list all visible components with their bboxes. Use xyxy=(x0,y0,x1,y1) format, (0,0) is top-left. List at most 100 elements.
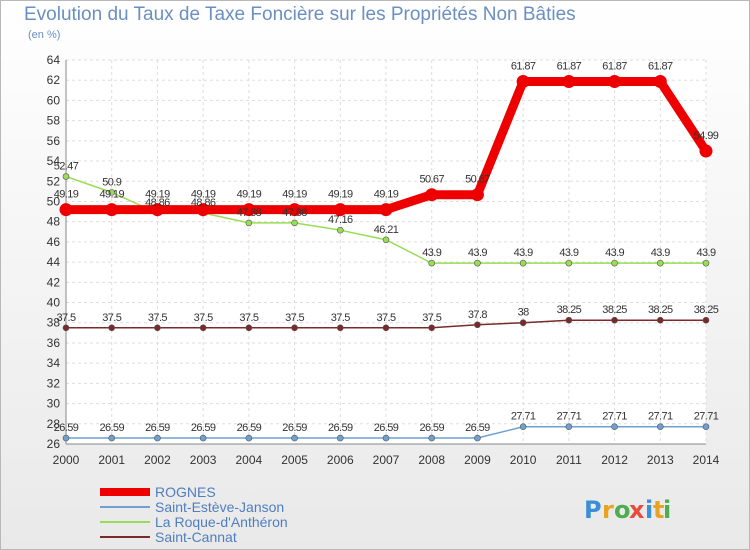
data-point xyxy=(150,203,164,217)
y-tick-label: 56 xyxy=(47,134,61,148)
series-rognes xyxy=(59,75,713,217)
data-label: 26.59 xyxy=(465,422,490,434)
x-tick-label: 2014 xyxy=(693,453,720,467)
axis-layer: 26 28 30 32 34 36 38 40 42 44 46 48 50 52 54 56 58 60 62 64… xyxy=(47,53,720,467)
data-label: 54.99 xyxy=(694,130,719,142)
data-point xyxy=(428,324,436,332)
y-tick-label: 50 xyxy=(47,194,61,208)
data-label: 61.87 xyxy=(511,61,536,73)
y-tick-label: 42 xyxy=(47,275,61,289)
data-label: 43.9 xyxy=(651,247,670,259)
data-point xyxy=(382,236,390,244)
y-tick-label: 62 xyxy=(47,73,61,87)
x-tick-label: 2011 xyxy=(556,453,582,467)
x-tick-label: 2000 xyxy=(53,453,80,467)
data-label: 47.88 xyxy=(237,207,262,219)
data-label: 37.5 xyxy=(194,312,213,324)
data-point xyxy=(425,188,439,202)
x-tick-label: 2004 xyxy=(236,453,263,467)
grid-layer xyxy=(65,59,707,445)
data-point xyxy=(428,259,436,267)
data-point xyxy=(196,203,210,217)
x-tick-label: 2013 xyxy=(647,453,674,467)
data-label: 61.87 xyxy=(557,61,582,73)
data-point xyxy=(62,434,70,442)
legend-label: ROGNES xyxy=(155,484,216,500)
data-label: 26.59 xyxy=(419,422,444,434)
series-layer xyxy=(59,75,713,442)
data-label: 37.5 xyxy=(148,312,167,324)
data-label: 43.9 xyxy=(605,247,624,259)
data-point xyxy=(108,324,116,332)
data-label: 37.8 xyxy=(468,309,487,321)
data-point xyxy=(333,203,347,217)
data-label: 37.5 xyxy=(56,312,75,324)
series-saint-est-ve-janson xyxy=(62,423,710,442)
data-point xyxy=(154,324,161,332)
data-point xyxy=(702,316,710,324)
data-point xyxy=(199,434,207,442)
data-label: 43.9 xyxy=(696,247,715,259)
data-label: 47.88 xyxy=(282,207,307,219)
data-point xyxy=(702,259,710,267)
y-tick-label: 32 xyxy=(47,376,61,390)
data-label: 37.5 xyxy=(102,312,121,324)
data-point xyxy=(470,188,484,202)
data-point xyxy=(199,324,207,332)
data-label: 49.19 xyxy=(99,189,124,201)
data-label: 48.86 xyxy=(145,197,170,209)
data-point xyxy=(428,434,436,442)
y-tick-label: 36 xyxy=(47,336,61,350)
y-tick-label: 30 xyxy=(47,397,61,411)
data-point xyxy=(105,203,119,217)
data-label: 26.59 xyxy=(99,422,124,434)
x-tick-label: 2008 xyxy=(418,453,445,467)
legend-label: Saint-Cannat xyxy=(155,529,237,545)
data-label: 49.19 xyxy=(191,189,216,201)
data-label: 47.16 xyxy=(328,214,353,226)
data-point xyxy=(656,423,664,431)
data-point xyxy=(519,423,527,431)
data-label: 37.5 xyxy=(376,312,395,324)
data-point xyxy=(653,75,667,89)
data-point xyxy=(336,226,344,234)
data-label: 26.59 xyxy=(237,422,262,434)
data-point xyxy=(242,203,256,217)
data-label: 49.19 xyxy=(282,189,307,201)
data-point xyxy=(62,173,70,180)
data-label: 27.71 xyxy=(648,411,673,423)
data-label: 26.59 xyxy=(328,422,353,434)
data-label: 37.5 xyxy=(285,312,304,324)
data-label: 37.5 xyxy=(331,312,350,324)
data-point xyxy=(611,423,618,431)
data-point xyxy=(291,219,298,227)
data-point xyxy=(656,259,664,267)
x-tick-label: 2005 xyxy=(281,453,308,467)
x-tick-label: 2012 xyxy=(601,453,628,467)
x-tick-label: 2010 xyxy=(510,453,537,467)
data-label: 50.9 xyxy=(102,176,121,188)
logo-letter: t xyxy=(653,496,664,524)
y-tick-label: 54 xyxy=(47,154,61,168)
data-label: 43.9 xyxy=(422,247,441,259)
data-label: 43.9 xyxy=(514,247,533,259)
y-tick-label: 28 xyxy=(47,417,61,431)
y-tick-label: 38 xyxy=(47,316,61,330)
data-label: 27.71 xyxy=(602,411,627,423)
data-label: 46.21 xyxy=(374,224,399,236)
data-label: 26.59 xyxy=(374,422,399,434)
data-point xyxy=(474,434,481,442)
data-label: 37.5 xyxy=(239,312,258,324)
y-tick-label: 46 xyxy=(47,235,61,249)
data-label: 50.67 xyxy=(419,174,444,186)
data-label: 48.86 xyxy=(191,197,216,209)
data-label: 26.59 xyxy=(54,422,79,434)
logo-letter: i xyxy=(645,496,653,524)
data-point xyxy=(108,434,116,442)
y-tick-label: 52 xyxy=(47,174,61,188)
data-point xyxy=(702,423,710,431)
data-point xyxy=(611,259,618,267)
y-tick-label: 34 xyxy=(47,356,61,370)
